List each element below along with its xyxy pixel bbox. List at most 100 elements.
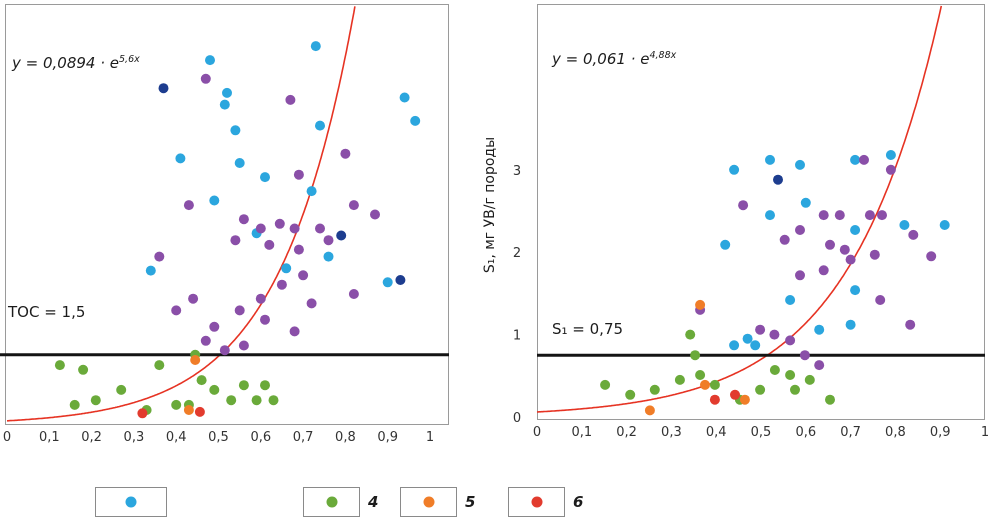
scatter-point-group-3 — [348, 289, 359, 299]
scatter-point-group-1 — [281, 263, 292, 274]
scatter-point-group-1 — [222, 87, 232, 98]
scatter-point-group-1 — [230, 125, 241, 136]
scatter-point-group-3 — [864, 210, 875, 221]
scatter-point-group-1 — [742, 333, 753, 344]
scatter-point-group-3 — [799, 350, 810, 361]
scatter-point-group-4 — [674, 374, 685, 385]
x-tick-label: 0,1 — [571, 425, 592, 440]
scatter-point-group-1 — [729, 164, 740, 175]
scatter-point-group-1 — [209, 195, 220, 206]
scatter-point-group-3 — [755, 324, 766, 335]
scatter-point-group-4 — [154, 360, 165, 371]
scatter-point-group-4 — [226, 395, 237, 406]
scatter-point-group-3 — [926, 251, 937, 262]
scatter-point-group-4 — [804, 374, 815, 385]
scatter-point-group-4 — [54, 360, 65, 371]
scatter-point-group-3 — [875, 295, 886, 305]
x-tick-label: 0,1 — [39, 430, 60, 445]
scatter-point-group-3 — [834, 210, 845, 221]
scatter-point-group-3 — [370, 209, 380, 220]
scatter-point-group-3 — [738, 200, 749, 211]
equation-left-exponent: 5,6x — [119, 54, 140, 65]
scatter-point-group-3 — [209, 321, 220, 332]
legend-label-group-5: 5 — [465, 493, 476, 511]
scatter-point-group-4 — [251, 395, 262, 406]
scatter-point-group-4 — [785, 370, 796, 380]
scatter-point-group-4 — [625, 389, 636, 400]
x-tick-label: 0,4 — [706, 425, 727, 440]
scatter-point-group-3 — [859, 154, 869, 165]
scatter-point-group-3 — [293, 244, 304, 255]
scatter-point-group-4 — [238, 380, 249, 391]
x-tick-label: 0 — [533, 425, 541, 440]
fit-curve — [536, 5, 943, 413]
x-tick-label: 0,6 — [795, 425, 816, 440]
scatter-point-group-5 — [183, 405, 194, 415]
legend-dot-group-5 — [423, 496, 434, 508]
x-tick-label: 1 — [426, 430, 434, 445]
scatter-point-group-3 — [255, 223, 266, 234]
equation-left: y = 0,0894 · e5,6x — [12, 54, 140, 72]
scatter-point-group-4 — [116, 384, 127, 395]
scatter-point-group-1 — [850, 154, 861, 165]
scatter-point-group-1 — [310, 41, 321, 52]
equation-left-base: y = 0,0894 · e — [12, 54, 119, 72]
scatter-point-group-1 — [850, 225, 861, 235]
scatter-point-group-3 — [825, 239, 835, 250]
scatter-point-group-2 — [336, 230, 347, 241]
scatter-point-group-3 — [818, 265, 829, 276]
x-tick-label: 0,8 — [335, 430, 356, 445]
scatter-point-group-4 — [769, 365, 780, 375]
scatter-point-group-1 — [234, 158, 245, 168]
scatter-point-group-1 — [260, 172, 270, 183]
scatter-point-group-5 — [695, 299, 706, 310]
scatter-point-group-4 — [649, 384, 660, 395]
threshold-label-toc: TOC = 1,5 — [8, 303, 86, 321]
scatter-point-group-6 — [730, 389, 740, 400]
plot-border — [5, 4, 449, 425]
scatter-point-group-1 — [800, 197, 811, 208]
scatter-point-group-1 — [399, 92, 410, 103]
scatter-point-group-3 — [200, 73, 211, 84]
legend-label-group-4: 4 — [368, 493, 379, 511]
x-tick-label: 0,9 — [377, 430, 398, 445]
scatter-point-group-3 — [238, 340, 249, 351]
legend-dot-group-4 — [326, 496, 337, 508]
scatter-point-group-3 — [188, 293, 199, 304]
scatter-point-group-1 — [323, 251, 334, 262]
scatter-point-group-5 — [644, 405, 655, 416]
scatter-point-group-1 — [885, 150, 896, 160]
scatter-point-group-3 — [905, 319, 916, 330]
scatter-point-group-3 — [200, 335, 211, 346]
scatter-point-group-3 — [795, 270, 805, 281]
equation-right-exponent: 4,88x — [649, 50, 677, 61]
right-chart-svg: 0 0,1 0,2 0,3 0,4 0,5 0,6 0,7 0,8 0,9 1 0 1 2 3 — [513, 4, 989, 440]
legend-box-group-6 — [508, 487, 565, 517]
scatter-point-group-4 — [90, 395, 101, 406]
scatter-point-group-4 — [69, 399, 80, 410]
scatter-point-group-3 — [154, 251, 165, 262]
scatter-point-group-3 — [779, 234, 790, 245]
x-tick-label: 0,7 — [293, 430, 314, 445]
scatter-point-group-3 — [908, 229, 919, 240]
x-tick-label: 0,3 — [124, 430, 145, 445]
scatter-point-group-1 — [315, 120, 325, 131]
legend-dot-group-1 — [125, 496, 137, 508]
scatter-point-group-4 — [755, 384, 766, 395]
y-tick-label: 0 — [513, 411, 521, 426]
legend-dot-group-6 — [531, 496, 542, 508]
legend-box-group-1 — [95, 487, 167, 517]
scatter-point-group-3 — [276, 279, 287, 290]
scatter-point-group-3 — [171, 305, 182, 316]
x-tick-label: 0,9 — [930, 425, 951, 440]
x-tick-label: 0,4 — [166, 430, 187, 445]
scatter-point-group-4 — [209, 384, 220, 395]
x-tick-label: 0,7 — [840, 425, 861, 440]
scatter-point-group-4 — [600, 379, 611, 390]
scatter-point-group-3 — [255, 293, 266, 304]
threshold-label-s1: S₁ = 0,75 — [552, 320, 624, 338]
scatter-point-group-1 — [899, 220, 910, 230]
left-chart-svg: 0 0,1 0,2 0,3 0,4 0,5 0,6 0,7 0,8 0,9 1 — [0, 4, 449, 445]
scatter-point-group-1 — [750, 340, 761, 351]
scatter-point-group-1 — [729, 340, 740, 351]
